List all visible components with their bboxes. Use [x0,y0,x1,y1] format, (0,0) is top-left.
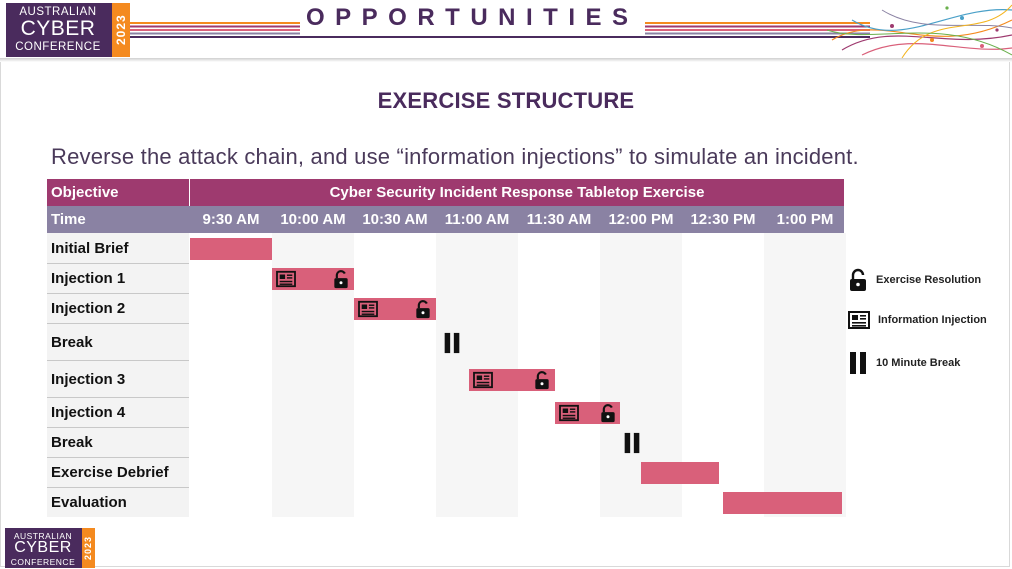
legend-item: 10 Minute Break [848,351,960,375]
lock-icon [848,268,868,292]
time-cell: 10:30 AM [362,211,428,228]
row-label: Break [47,324,189,361]
pause-icon [442,332,462,359]
row-label: Break [47,428,189,458]
row-label: Exercise Debrief [47,458,189,488]
gantt-bar [354,298,436,320]
logo-year: 2023 [112,3,130,57]
gantt-bar [641,462,719,484]
decorative-network-swirl [826,4,1012,59]
banner-title: OPPORTUNITIES [300,1,645,35]
lock-icon [533,370,551,395]
header-banner: OPPORTUNITIES AUSTRALIAN CYBER CONFERENC… [0,0,1012,62]
lock-icon [332,269,350,294]
pause-icon [622,432,642,459]
exercise-schedule-table: Objective Cyber Security Incident Respon… [47,179,846,517]
legend-label: Exercise Resolution [876,274,982,286]
legend-item: Information Injection [848,310,987,330]
row-label: Injection 2 [47,294,189,324]
lock-icon [599,403,617,428]
footer-conference-logo: AUSTRALIAN CYBER CONFERENCE 2023 [5,528,95,568]
time-cell: 1:00 PM [776,211,834,228]
newspaper-icon [275,270,297,293]
gantt-bar [468,368,555,391]
conference-logo: AUSTRALIAN CYBER CONFERENCE 2023 [6,3,130,57]
page-title: EXERCISE STRUCTURE [377,88,635,113]
time-header-row: Time 9:30 AM 10:00 AM 10:30 AM 11:00 AM … [47,206,844,233]
legend-item: Exercise Resolution [848,268,981,292]
time-cell: 12:00 PM [608,211,674,228]
newspaper-icon [848,310,870,330]
gantt-bar [723,491,842,514]
header-shadow [0,58,1012,62]
newspaper-icon [472,371,494,394]
pause-icon [848,351,868,375]
gantt-bar [190,237,272,260]
exercise-title-header: Cyber Security Incident Response Tableto… [190,179,844,206]
time-cell: 12:30 PM [690,211,756,228]
row-label: Evaluation [47,488,189,517]
objective-header: Objective [47,179,189,206]
newspaper-icon [558,404,580,427]
row-label: Injection 4 [47,398,189,428]
time-cell: 9:30 AM [202,211,260,228]
slide-subtitle: Reverse the attack chain, and use “infor… [51,144,859,169]
logo-year: 2023 [82,528,95,568]
time-label: Time [51,211,86,228]
row-label: Injection 3 [47,361,189,398]
gantt-bar [272,268,354,290]
newspaper-icon [357,300,379,323]
legend-label: Information Injection [878,314,987,326]
time-cell: 11:30 AM [526,211,592,228]
time-cell: 10:00 AM [280,211,346,228]
row-label: Initial Brief [47,233,189,264]
lock-icon [414,299,432,324]
row-label: Injection 1 [47,264,189,294]
time-cell: 11:00 AM [444,211,510,228]
legend-label: 10 Minute Break [876,357,961,369]
column-shade [764,233,846,517]
